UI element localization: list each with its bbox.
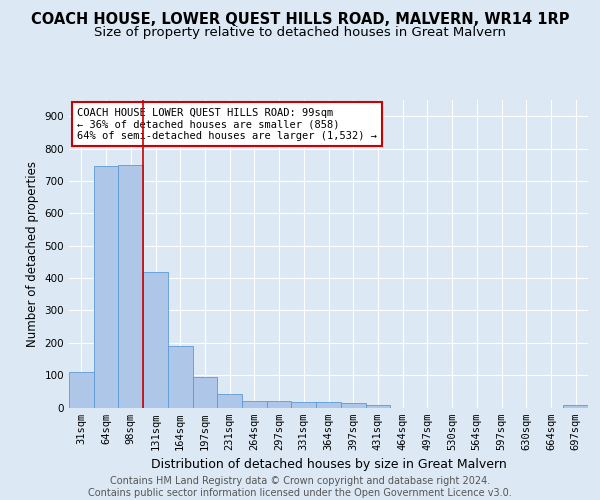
Bar <box>316 402 341 407</box>
Text: Contains HM Land Registry data © Crown copyright and database right 2024.
Contai: Contains HM Land Registry data © Crown c… <box>88 476 512 498</box>
Bar <box>292 402 316 407</box>
Bar <box>143 272 168 407</box>
Text: Size of property relative to detached houses in Great Malvern: Size of property relative to detached ho… <box>94 26 506 39</box>
Bar <box>365 405 390 407</box>
Bar <box>94 166 118 408</box>
Bar <box>168 346 193 408</box>
Bar <box>341 403 365 407</box>
Bar <box>118 164 143 408</box>
Bar <box>69 372 94 408</box>
Bar <box>242 401 267 407</box>
Bar <box>267 400 292 407</box>
X-axis label: Distribution of detached houses by size in Great Malvern: Distribution of detached houses by size … <box>151 458 506 471</box>
Bar <box>193 377 217 408</box>
Text: COACH HOUSE, LOWER QUEST HILLS ROAD, MALVERN, WR14 1RP: COACH HOUSE, LOWER QUEST HILLS ROAD, MAL… <box>31 12 569 28</box>
Bar <box>217 394 242 407</box>
Bar <box>563 405 588 407</box>
Text: COACH HOUSE LOWER QUEST HILLS ROAD: 99sqm
← 36% of detached houses are smaller (: COACH HOUSE LOWER QUEST HILLS ROAD: 99sq… <box>77 108 377 141</box>
Y-axis label: Number of detached properties: Number of detached properties <box>26 161 39 347</box>
